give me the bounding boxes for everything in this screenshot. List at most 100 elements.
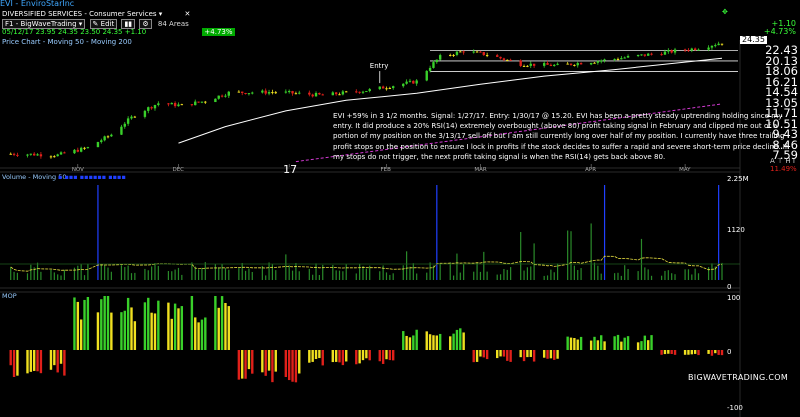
volume-bar <box>714 266 716 280</box>
layout-dropdown[interactable]: F1 - BigWaveTrading ▾ <box>2 19 86 29</box>
volume-bar <box>174 269 176 280</box>
mop-bar <box>39 350 43 374</box>
price-axis-label: 7.59 <box>772 148 798 163</box>
mop-bar <box>12 350 16 378</box>
mop-bar <box>438 333 442 350</box>
volume-bar <box>486 271 488 280</box>
volume-bar <box>201 267 203 280</box>
mop-bar <box>707 350 710 354</box>
candle-body <box>646 53 650 56</box>
mop-bar <box>506 350 509 361</box>
mop-bar <box>449 336 452 350</box>
ma200-line <box>295 103 723 163</box>
mop-bar <box>519 350 522 358</box>
candle-body <box>96 142 100 148</box>
candle-body <box>593 62 596 64</box>
mop-bar <box>197 322 200 350</box>
edit-button[interactable]: ✎ Edit <box>89 19 118 29</box>
mop-bar <box>147 297 150 350</box>
volume-bar <box>691 274 693 280</box>
volume-bar <box>382 265 384 280</box>
toolbar-grip-icon[interactable]: ✥ <box>722 8 728 16</box>
candle-body <box>130 116 133 119</box>
candle-body <box>479 51 482 53</box>
candle-body <box>707 47 710 50</box>
volume-bar <box>30 264 32 280</box>
candle-body <box>368 89 371 92</box>
volume-bar <box>590 223 592 280</box>
candle-body <box>640 54 643 56</box>
ma50-series <box>178 57 723 144</box>
candle-body <box>462 51 465 53</box>
candle-body <box>133 116 137 118</box>
grid-lines <box>430 50 738 72</box>
volume-legend-values: ▪ ▪▪▪ ▪▪▪▪▪▪ ▪▪▪▪ <box>58 173 126 181</box>
price-axis-label: 20.13 <box>765 53 798 68</box>
gear-icon[interactable]: ⚙ <box>139 19 152 29</box>
volume-spike-bar <box>97 185 99 280</box>
mop-bar <box>200 319 204 350</box>
price-axis-label: 14.54 <box>765 85 798 100</box>
chart-title: EVI - EnviroStarInc <box>0 0 75 8</box>
volume-bar <box>409 266 411 280</box>
volume-bars <box>10 185 723 280</box>
volume-bar <box>614 273 616 280</box>
mop-bar <box>361 350 365 361</box>
chevron-down-icon[interactable]: ▾ <box>158 10 163 18</box>
mop-bar <box>710 350 714 356</box>
volume-bar <box>365 268 367 280</box>
volume-bar <box>674 274 676 280</box>
candle-body <box>214 98 217 103</box>
bar-chart-icon[interactable]: ▮▮ <box>121 19 136 29</box>
volume-bar <box>194 266 196 280</box>
mop-bar <box>402 331 405 350</box>
mop-bar <box>687 350 690 355</box>
close-icon[interactable]: ✕ <box>184 10 191 18</box>
volume-bar <box>697 273 700 280</box>
volume-bar <box>624 265 626 280</box>
mop-bar <box>167 302 170 350</box>
candle-body <box>566 63 569 65</box>
mop-bar <box>284 350 288 378</box>
mop-bar <box>345 350 348 362</box>
candle-body <box>29 153 33 155</box>
mop-bar <box>106 296 110 350</box>
mop-bar <box>227 306 230 350</box>
volume-bar <box>687 269 690 280</box>
volume-bar <box>77 265 79 280</box>
volume-bar <box>550 269 552 280</box>
volume-bar <box>543 275 545 280</box>
candle-body <box>697 49 700 51</box>
candle-body <box>616 58 620 60</box>
window-title-bar: EVI - EnviroStarInc <box>0 0 800 8</box>
candle-body <box>194 101 197 106</box>
volume-bar <box>261 265 263 280</box>
candle-body <box>123 123 126 127</box>
candle-body <box>334 92 338 95</box>
candle-body <box>428 67 432 71</box>
chart-mode-icons[interactable]: A ⊤ H I <box>770 157 795 165</box>
volume-bar <box>268 262 270 280</box>
mop-bar <box>321 350 324 366</box>
mop-bar <box>314 350 318 360</box>
candle-body <box>147 107 150 111</box>
volume-bar <box>271 264 274 280</box>
candle-body <box>636 54 640 57</box>
candle-body <box>197 101 200 103</box>
volume-spike-bar <box>603 185 606 280</box>
volume-bar <box>392 273 394 280</box>
candle-body <box>361 91 365 93</box>
time-axis-label: DEC <box>172 167 184 173</box>
candle-body <box>378 86 381 90</box>
mop-bar <box>358 350 361 364</box>
candle-body <box>291 91 294 94</box>
volume-bar <box>36 262 39 280</box>
candle-body <box>502 58 506 60</box>
volume-bar <box>499 274 502 280</box>
volume-bar <box>318 274 320 280</box>
volume-bar <box>53 272 55 280</box>
candle-body <box>613 58 616 60</box>
volume-bar <box>80 264 82 280</box>
overlay-legend: Price Chart - Moving 50 - Moving 200 <box>2 38 132 46</box>
candle-body <box>180 104 184 106</box>
